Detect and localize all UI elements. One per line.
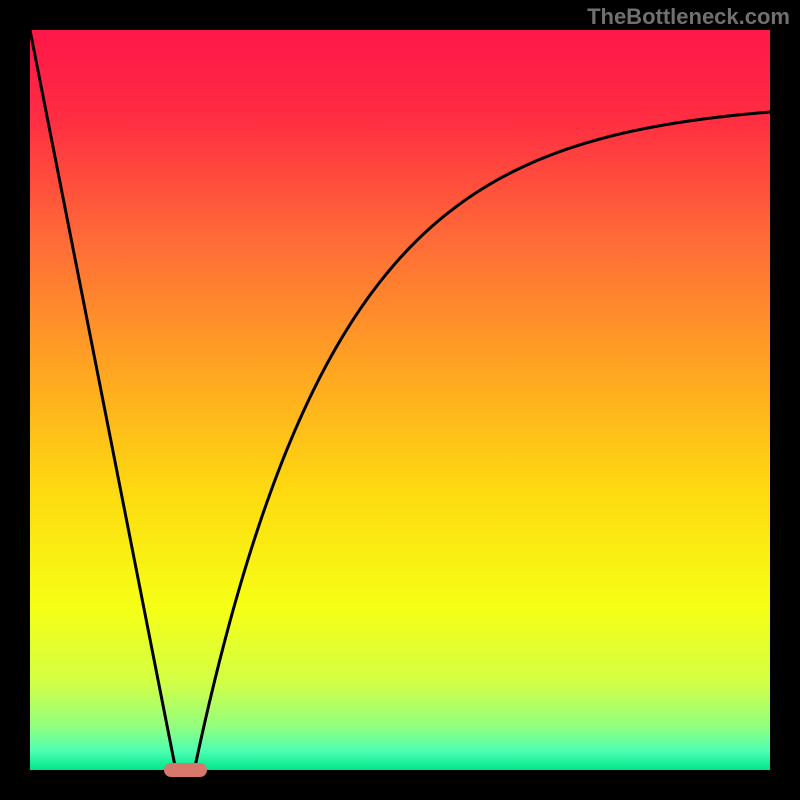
chart-container: TheBottleneck.com <box>0 0 800 800</box>
curve-svg <box>30 30 770 770</box>
optimal-marker <box>164 763 207 777</box>
plot-area <box>30 30 770 770</box>
watermark-text: TheBottleneck.com <box>587 4 790 30</box>
bottleneck-curve <box>30 30 770 770</box>
